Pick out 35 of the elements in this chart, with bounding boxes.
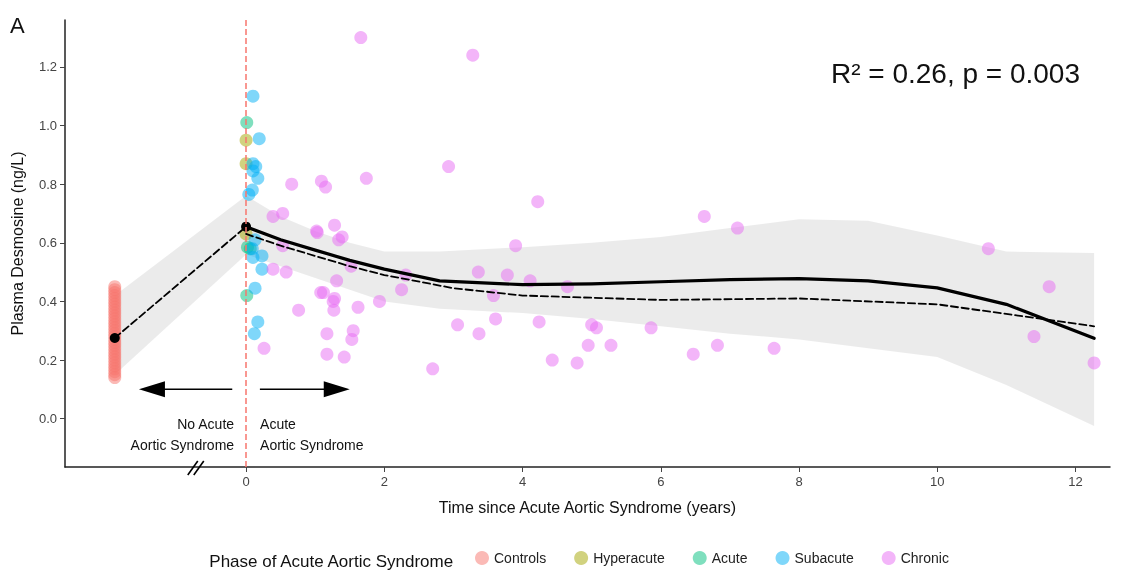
annotation: Acute Aortic Syndrome bbox=[260, 415, 364, 454]
y-tick-label: 0.8 bbox=[38, 176, 57, 192]
y-tick-label: 0.2 bbox=[38, 352, 57, 368]
text: A bbox=[10, 12, 25, 38]
x-tick-label: 6 bbox=[657, 474, 665, 489]
x-tick-label: 0 bbox=[242, 474, 250, 489]
legend-label: Controls bbox=[494, 550, 547, 566]
y-axis-title: Plasma Desmosine (ng/L) bbox=[8, 151, 26, 336]
y-tick-label: 0.4 bbox=[38, 293, 57, 309]
x-tick-label: 2 bbox=[380, 474, 388, 489]
x-tick-label: 4 bbox=[518, 474, 527, 489]
y-tick-label: 1.2 bbox=[38, 59, 57, 75]
y-tick-label: 0.6 bbox=[38, 235, 57, 251]
point bbox=[255, 249, 269, 263]
point bbox=[247, 327, 261, 341]
y-tick-label: 0.0 bbox=[38, 411, 57, 427]
annotation: R² = 0.26, p = 0.003 bbox=[830, 58, 1080, 90]
legend-label: Hyperacute bbox=[593, 550, 665, 566]
point bbox=[252, 132, 266, 146]
legend-label: Subacute bbox=[794, 550, 854, 566]
x-tick-label: 12 bbox=[1068, 474, 1083, 489]
legend-title: Phase of Acute Aortic Syndrome bbox=[209, 552, 454, 571]
legend-label: Chronic bbox=[900, 550, 949, 566]
point bbox=[248, 281, 262, 295]
y-tick-label: 1.0 bbox=[38, 118, 57, 134]
x-tick-label: 8 bbox=[795, 474, 803, 489]
point bbox=[242, 187, 256, 201]
point bbox=[251, 171, 265, 185]
legend-label: Acute bbox=[711, 550, 748, 566]
annotation: No Acute Aortic Syndrome bbox=[130, 415, 235, 454]
point bbox=[251, 315, 265, 329]
x-axis-title: Time since Acute Aortic Syndrome (years) bbox=[438, 498, 737, 516]
x-tick-label: 10 bbox=[929, 474, 945, 489]
point bbox=[255, 262, 269, 276]
point bbox=[246, 89, 260, 103]
